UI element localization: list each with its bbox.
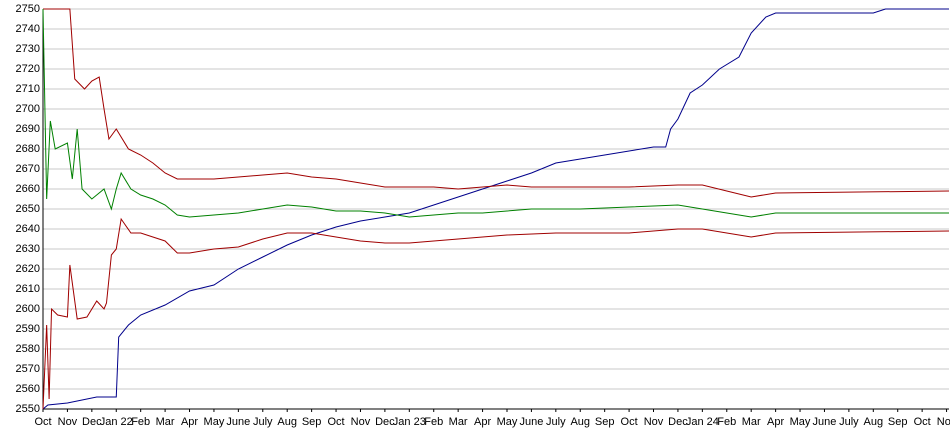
x-tick-label: Apr bbox=[767, 416, 784, 428]
x-tick-label: Jan 23 bbox=[393, 416, 426, 428]
x-tick-label: Dec bbox=[668, 416, 688, 428]
x-tick-label: May bbox=[204, 416, 225, 428]
y-tick-label: 2660 bbox=[16, 183, 40, 195]
x-tick-label: Feb bbox=[424, 416, 443, 428]
y-tick-label: 2550 bbox=[16, 403, 40, 415]
x-tick-label: June bbox=[813, 416, 837, 428]
y-tick-label: 2690 bbox=[16, 123, 40, 135]
x-tick-label: Feb bbox=[131, 416, 150, 428]
x-tick-label: July bbox=[839, 416, 859, 428]
y-tick-label: 2580 bbox=[16, 343, 40, 355]
x-tick-label: Nov bbox=[58, 416, 78, 428]
x-tick-label: Nov bbox=[644, 416, 664, 428]
line-series bbox=[43, 8, 950, 198]
line-series bbox=[42, 8, 949, 410]
x-tick-label: Sep bbox=[302, 416, 322, 428]
x-tick-label: Oct bbox=[34, 416, 51, 428]
x-tick-label: Oct bbox=[914, 416, 931, 428]
x-tick-label: May bbox=[790, 416, 811, 428]
y-tick-label: 2650 bbox=[16, 203, 40, 215]
x-tick-label: Aug bbox=[277, 416, 297, 428]
line-series bbox=[42, 8, 949, 218]
x-tick-label: June bbox=[226, 416, 250, 428]
x-tick-label: Jan 22 bbox=[100, 416, 133, 428]
y-tick-label: 2700 bbox=[16, 103, 40, 115]
y-tick-label: 2560 bbox=[16, 383, 40, 395]
y-tick-label: 2590 bbox=[16, 323, 40, 335]
x-tick-label: Aug bbox=[570, 416, 590, 428]
y-tick-label: 2620 bbox=[16, 263, 40, 275]
y-tick-label: 2740 bbox=[16, 23, 40, 35]
x-tick-label: Apr bbox=[181, 416, 198, 428]
x-tick-label: July bbox=[546, 416, 566, 428]
line-series bbox=[42, 217, 950, 410]
x-tick-label: Jan 24 bbox=[686, 416, 719, 428]
x-tick-label: Nov bbox=[937, 416, 950, 428]
x-tick-label: Feb bbox=[717, 416, 736, 428]
x-tick-label: Dec bbox=[375, 416, 395, 428]
x-tick-label: Apr bbox=[474, 416, 491, 428]
x-tick-label: Sep bbox=[595, 416, 615, 428]
x-tick-label: Oct bbox=[621, 416, 638, 428]
x-tick-label: Sep bbox=[888, 416, 908, 428]
x-tick-label: Mar bbox=[449, 416, 468, 428]
x-tick-label: Mar bbox=[156, 416, 175, 428]
y-tick-label: 2600 bbox=[16, 303, 40, 315]
x-tick-label: Aug bbox=[864, 416, 884, 428]
x-tick-label: Nov bbox=[351, 416, 371, 428]
y-tick-label: 2640 bbox=[16, 223, 40, 235]
x-tick-label: May bbox=[497, 416, 518, 428]
y-tick-label: 2720 bbox=[16, 63, 40, 75]
y-tick-label: 2570 bbox=[16, 363, 40, 375]
x-tick-label: Oct bbox=[327, 416, 344, 428]
x-tick-label: Mar bbox=[742, 416, 761, 428]
y-tick-label: 2710 bbox=[16, 83, 40, 95]
y-tick-label: 2670 bbox=[16, 163, 40, 175]
y-tick-label: 2610 bbox=[16, 283, 40, 295]
y-tick-label: 2680 bbox=[16, 143, 40, 155]
y-tick-label: 2750 bbox=[16, 3, 40, 15]
x-tick-label: July bbox=[253, 416, 273, 428]
x-tick-label: June bbox=[519, 416, 543, 428]
y-tick-label: 2630 bbox=[16, 243, 40, 255]
x-tick-label: Dec bbox=[82, 416, 102, 428]
y-tick-label: 2730 bbox=[16, 43, 40, 55]
